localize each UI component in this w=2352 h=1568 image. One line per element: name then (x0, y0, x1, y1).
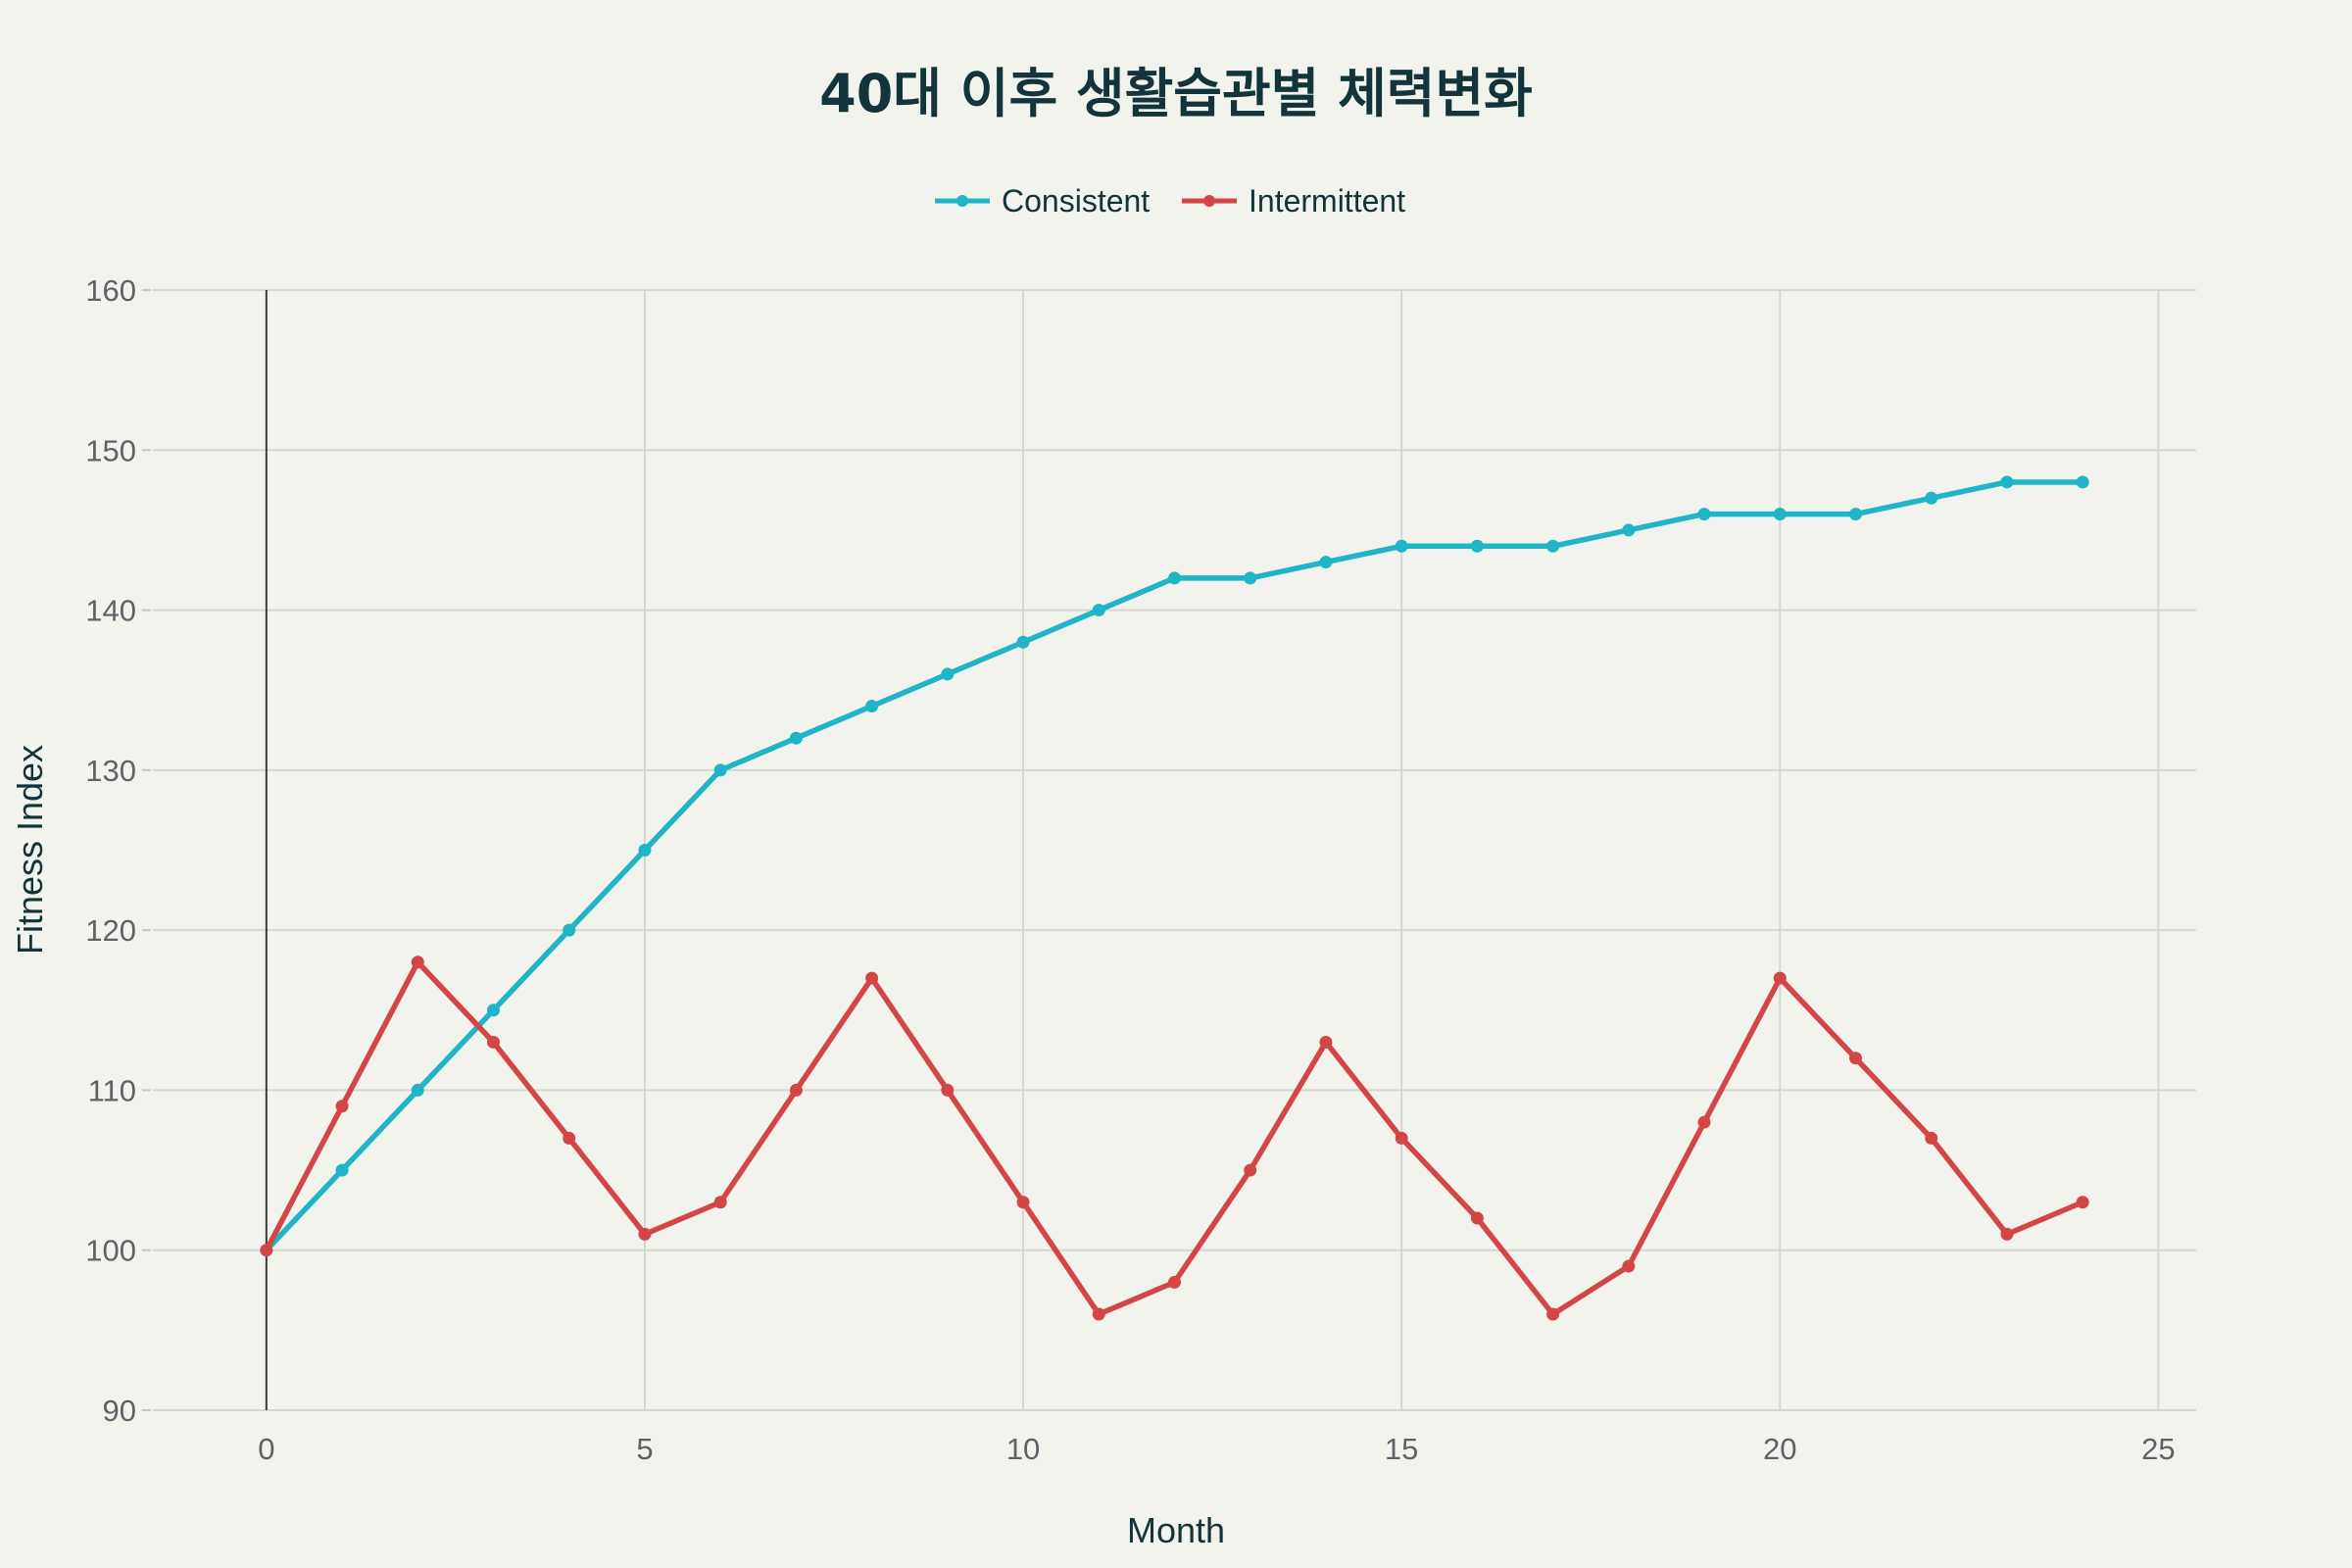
data-point-consistent[interactable] (2000, 475, 2014, 489)
plot-area (260, 475, 2089, 1321)
data-point-consistent[interactable] (1016, 635, 1030, 649)
data-point-consistent[interactable] (789, 731, 803, 745)
legend-label-intermittent: Intermittent (1249, 183, 1405, 219)
x-axis-title: Month (1127, 1510, 1225, 1550)
data-point-consistent[interactable] (1244, 571, 1257, 585)
data-point-intermittent[interactable] (1168, 1275, 1181, 1289)
data-point-intermittent[interactable] (2076, 1196, 2089, 1209)
data-point-intermittent[interactable] (2000, 1227, 2014, 1241)
axes: 90 100 110 120 130 140 150 160 0 5 10 15 20 25 (85, 273, 2175, 1466)
series-line-intermittent (264, 959, 2085, 1317)
y-tick-label: 150 (85, 433, 136, 467)
data-point-consistent[interactable] (1546, 539, 1560, 553)
data-point-intermittent[interactable] (1395, 1131, 1408, 1145)
data-point-consistent[interactable] (1849, 508, 1862, 521)
data-point-consistent[interactable] (1395, 539, 1408, 553)
data-point-consistent[interactable] (1697, 508, 1711, 521)
legend-label-consistent: Consistent (1002, 183, 1150, 219)
chart-title: 40대 이후 생활습관별 체력변화 (819, 63, 1533, 124)
data-point-intermittent[interactable] (789, 1083, 803, 1097)
data-point-intermittent[interactable] (260, 1244, 273, 1257)
data-point-consistent[interactable] (1925, 491, 1938, 505)
legend: Consistent Intermittent (935, 183, 1405, 219)
x-tick-label: 25 (2141, 1432, 2175, 1466)
data-point-consistent[interactable] (1622, 523, 1636, 537)
data-point-intermittent[interactable] (1092, 1307, 1105, 1321)
data-point-consistent[interactable] (335, 1163, 349, 1177)
data-point-consistent[interactable] (2076, 475, 2089, 489)
data-point-consistent[interactable] (1470, 539, 1484, 553)
data-point-intermittent[interactable] (1849, 1052, 1862, 1065)
y-axis-title: Fitness Index (10, 745, 50, 955)
data-point-intermittent[interactable] (1622, 1259, 1636, 1273)
x-tick-label: 20 (1763, 1432, 1796, 1466)
data-point-intermittent[interactable] (1697, 1115, 1711, 1129)
y-tick-label: 130 (85, 754, 136, 788)
series-line-consistent (264, 479, 2085, 1253)
legend-marker-intermittent (1203, 195, 1215, 207)
y-tick-label: 100 (85, 1234, 136, 1268)
data-point-consistent[interactable] (638, 844, 652, 857)
data-point-intermittent[interactable] (713, 1196, 727, 1209)
data-point-intermittent[interactable] (1244, 1163, 1257, 1177)
data-point-intermittent[interactable] (563, 1131, 576, 1145)
y-tick-label: 120 (85, 913, 136, 948)
data-point-intermittent[interactable] (487, 1035, 500, 1049)
data-point-consistent[interactable] (865, 700, 879, 713)
data-point-intermittent[interactable] (638, 1227, 652, 1241)
x-tick-label: 0 (258, 1432, 274, 1466)
data-point-intermittent[interactable] (1546, 1307, 1560, 1321)
y-tick-label: 110 (88, 1073, 136, 1107)
data-point-consistent[interactable] (941, 667, 955, 681)
data-point-consistent[interactable] (1092, 604, 1105, 617)
data-point-intermittent[interactable] (941, 1083, 955, 1097)
data-point-consistent[interactable] (713, 763, 727, 777)
y-tick-label: 90 (103, 1394, 136, 1428)
data-point-consistent[interactable] (411, 1083, 424, 1097)
data-point-consistent[interactable] (1168, 571, 1181, 585)
y-tick-label: 140 (85, 594, 136, 628)
x-tick-label: 5 (636, 1432, 653, 1466)
data-point-consistent[interactable] (1319, 556, 1333, 569)
x-tick-label: 10 (1006, 1432, 1040, 1466)
data-point-intermittent[interactable] (1016, 1196, 1030, 1209)
data-point-intermittent[interactable] (1470, 1211, 1484, 1225)
legend-item-intermittent[interactable]: Intermittent (1182, 183, 1405, 219)
data-point-consistent[interactable] (487, 1004, 500, 1017)
data-point-consistent[interactable] (563, 923, 576, 937)
data-point-intermittent[interactable] (411, 956, 424, 969)
data-point-intermittent[interactable] (1773, 971, 1787, 985)
data-point-intermittent[interactable] (1319, 1035, 1333, 1049)
legend-item-consistent[interactable]: Consistent (935, 183, 1150, 219)
legend-marker-consistent (956, 195, 968, 207)
y-tick-label: 160 (85, 273, 136, 308)
x-tick-label: 15 (1385, 1432, 1418, 1466)
data-point-consistent[interactable] (1773, 508, 1787, 521)
data-point-intermittent[interactable] (865, 971, 879, 985)
data-point-intermittent[interactable] (335, 1100, 349, 1113)
data-point-intermittent[interactable] (1925, 1131, 1938, 1145)
grid (153, 289, 2196, 1411)
